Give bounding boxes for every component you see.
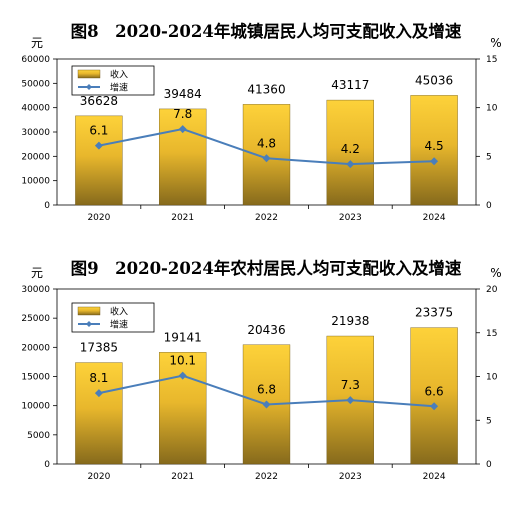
y-tick-label: 60000 — [21, 55, 50, 65]
y2-tick-label: 15 — [486, 329, 497, 339]
bar — [159, 108, 207, 206]
growth-point — [262, 400, 271, 409]
line-data-label: 8.1 — [89, 371, 108, 385]
y2-tick-label: 10 — [486, 104, 498, 114]
y-tick-label: 0 — [44, 201, 50, 211]
chart-title: 图8 2020-2024年城镇居民人均可支配收入及增速 — [70, 22, 462, 41]
x-tick-label: 2023 — [339, 213, 362, 223]
y2-axis-unit: % — [490, 36, 501, 50]
legend-marker — [86, 84, 92, 90]
chart-urban-income: 图8 2020-2024年城镇居民人均可支配收入及增速 元% 0 10000 2000… — [0, 0, 532, 250]
growth-point — [94, 389, 103, 398]
y2-tick-label: 20 — [486, 285, 498, 295]
legend-label: 增速 — [110, 319, 128, 331]
x-tick-label: 2023 — [339, 472, 362, 482]
bar-data-label: 43117 — [331, 78, 369, 92]
x-tick-label: 2024 — [423, 213, 446, 223]
growth-point — [346, 160, 355, 169]
y-tick-label: 30000 — [21, 285, 50, 295]
chart-rural-income: 图9 2020-2024年农村居民人均可支配收入及增速 元% 0 5000 10000… — [0, 250, 532, 510]
y-tick-label: 20000 — [21, 152, 50, 162]
bar-data-label: 36628 — [80, 94, 118, 108]
legend-label: 增速 — [110, 82, 128, 94]
line-data-label: 7.8 — [173, 107, 192, 121]
line-data-label: 6.1 — [89, 124, 108, 138]
y2-tick-label: 5 — [486, 416, 492, 426]
x-tick-label: 2021 — [171, 472, 194, 482]
y-tick-label: 0 — [44, 460, 50, 470]
bar — [326, 99, 374, 206]
growth-point — [178, 371, 187, 380]
y-axis-unit: 元 — [31, 36, 43, 50]
bar-data-label: 17385 — [80, 341, 118, 355]
legend-marker — [86, 321, 92, 327]
bar-data-label: 19141 — [164, 330, 202, 344]
x-tick-label: 2021 — [171, 213, 194, 223]
bar-data-label: 21938 — [331, 314, 369, 328]
x-tick-label: 2022 — [255, 472, 278, 482]
y-tick-label: 10000 — [21, 177, 50, 187]
y-tick-label: 50000 — [21, 79, 50, 89]
chart-title: 图9 2020-2024年农村居民人均可支配收入及增速 — [70, 259, 462, 278]
chart-canvas: 元 % 0 5000 10000 15000 20000 25000 30000 0 5 10 15 20… — [21, 266, 501, 482]
bar — [410, 95, 458, 206]
growth-point — [262, 154, 271, 163]
legend-label: 收入 — [110, 306, 128, 318]
bar — [75, 115, 123, 206]
bar — [159, 352, 207, 465]
bar-data-label: 23375 — [415, 306, 453, 320]
line-data-label: 6.6 — [425, 384, 444, 398]
line-data-label: 4.8 — [257, 136, 276, 150]
y-tick-label: 30000 — [21, 128, 50, 138]
y2-axis-unit: % — [490, 266, 501, 280]
legend-bar-swatch — [77, 306, 101, 316]
y2-tick-label: 5 — [486, 152, 492, 162]
bar-data-label: 45036 — [415, 73, 453, 87]
line-data-label: 6.8 — [257, 383, 276, 397]
line-data-label: 7.3 — [341, 378, 360, 392]
bar-data-label: 20436 — [247, 323, 285, 337]
growth-point — [430, 157, 439, 166]
y-tick-label: 25000 — [21, 314, 50, 324]
bar-data-label: 41360 — [247, 82, 285, 96]
y-tick-label: 10000 — [21, 402, 50, 412]
y2-tick-label: 15 — [486, 55, 497, 65]
y2-tick-label: 0 — [486, 201, 492, 211]
y-tick-label: 40000 — [21, 104, 50, 114]
legend-label: 收入 — [110, 69, 128, 81]
x-tick-label: 2020 — [87, 472, 110, 482]
line-data-label: 4.2 — [341, 142, 360, 156]
y2-tick-label: 10 — [486, 373, 498, 383]
bar-data-label: 39484 — [164, 87, 202, 101]
x-tick-label: 2024 — [423, 472, 446, 482]
y2-tick-label: 0 — [486, 460, 492, 470]
chart-canvas: 元 % 0 10000 20000 30000 40000 50000 60000 0 5 10 15 2… — [21, 36, 501, 223]
legend-bar-swatch — [77, 69, 101, 79]
x-tick-label: 2020 — [87, 213, 110, 223]
y-tick-label: 20000 — [21, 343, 50, 353]
bar — [75, 362, 123, 465]
y-tick-label: 5000 — [27, 431, 50, 441]
y-tick-label: 15000 — [21, 373, 50, 383]
x-tick-label: 2022 — [255, 213, 278, 223]
growth-point — [178, 125, 187, 134]
bar — [410, 327, 458, 465]
growth-point — [430, 402, 439, 411]
growth-point — [94, 141, 103, 150]
line-data-label: 4.5 — [425, 139, 444, 153]
growth-point — [346, 396, 355, 405]
line-data-label: 10.1 — [169, 354, 196, 368]
y-axis-unit: 元 — [31, 266, 43, 280]
